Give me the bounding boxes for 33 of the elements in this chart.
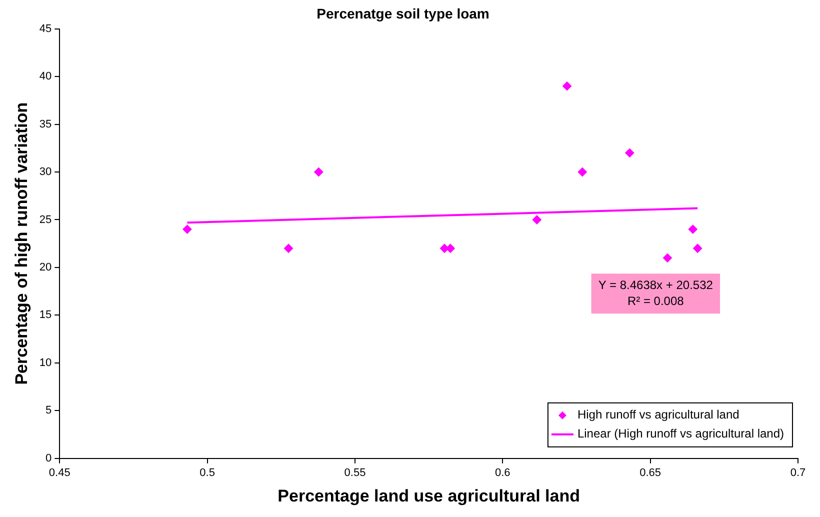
x-tick-label: 0.65 bbox=[640, 467, 662, 480]
point bbox=[182, 224, 192, 234]
y-axis-title: Percentage of high runoff variation bbox=[12, 102, 31, 385]
point bbox=[688, 224, 698, 234]
point bbox=[578, 168, 587, 176]
annotation: R² = 0.008 bbox=[627, 294, 684, 308]
point bbox=[314, 168, 324, 176]
point bbox=[662, 253, 672, 262]
point bbox=[532, 215, 542, 224]
legend-label: Linear (High runoff vs agricultural land) bbox=[577, 426, 784, 441]
y-tick-label: 0 bbox=[46, 452, 52, 464]
x-tick-label: 0.55 bbox=[344, 467, 366, 480]
point bbox=[562, 82, 572, 91]
y-tick-label: 15 bbox=[39, 309, 52, 322]
y-tick-label: 20 bbox=[39, 262, 52, 274]
y-tick-label: 5 bbox=[46, 404, 52, 417]
chart-title: Percenatge soil type loam bbox=[316, 5, 490, 22]
x-tick-label: 0.45 bbox=[48, 467, 70, 480]
x-axis-title: Percentage land use agricultural land bbox=[278, 486, 580, 506]
y-tick-label: 25 bbox=[39, 214, 52, 226]
y-tick-label: 40 bbox=[39, 70, 52, 83]
y-tick-label: 35 bbox=[39, 118, 52, 130]
x-tick-label: 0.5 bbox=[200, 467, 215, 480]
x-tick-label: 0.7 bbox=[790, 467, 806, 480]
point bbox=[284, 244, 294, 253]
y-tick-label: 30 bbox=[39, 166, 52, 178]
y-tick-label: 45 bbox=[39, 22, 52, 35]
x-tick-label: 0.6 bbox=[495, 467, 510, 480]
legend-label: High runoff vs agricultural land bbox=[577, 408, 740, 422]
point bbox=[693, 244, 702, 253]
point bbox=[625, 148, 634, 158]
y-tick-label: 10 bbox=[39, 356, 52, 369]
annotation: Y = 8.4638x + 20.532 bbox=[598, 278, 714, 292]
